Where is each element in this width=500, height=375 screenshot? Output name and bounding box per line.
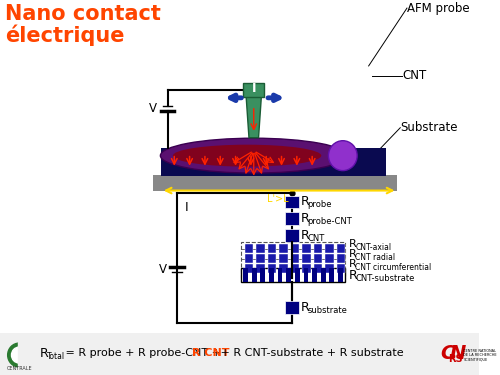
Bar (286, 301, 299, 314)
Bar (304, 268, 308, 282)
Bar (243, 268, 248, 282)
Bar (244, 264, 254, 273)
Bar (325, 254, 334, 263)
Bar (153, 175, 398, 190)
Bar (256, 254, 265, 263)
Bar (336, 254, 345, 263)
Bar (242, 268, 344, 282)
Text: CENTRALE: CENTRALE (6, 366, 32, 370)
Bar (18, 342, 32, 368)
Ellipse shape (328, 141, 357, 171)
Text: AFM probe: AFM probe (407, 2, 470, 15)
Bar (312, 268, 317, 282)
Bar (279, 264, 287, 273)
Text: R: R (348, 239, 356, 249)
Text: SCIENTIFIQUE: SCIENTIFIQUE (464, 357, 487, 361)
Bar (252, 268, 256, 282)
Bar (286, 268, 291, 282)
Text: CNT circumferential: CNT circumferential (356, 263, 432, 272)
Text: R: R (300, 195, 310, 208)
Bar (244, 244, 254, 254)
Text: électrique: électrique (5, 24, 124, 45)
Text: CNT: CNT (308, 234, 324, 243)
Text: RS: RS (448, 354, 463, 364)
Text: L'>L: L'>L (267, 194, 288, 204)
Bar (279, 254, 287, 263)
Text: = R probe + R probe-CNT +: = R probe + R probe-CNT + (62, 348, 224, 358)
Bar (278, 268, 282, 282)
Bar (321, 268, 326, 282)
Bar (286, 230, 299, 242)
Text: R: R (348, 260, 356, 269)
Bar (314, 254, 322, 263)
Bar (242, 242, 344, 278)
Bar (244, 254, 254, 263)
Bar (256, 244, 265, 254)
Text: V: V (158, 263, 166, 276)
Bar (302, 254, 310, 263)
Circle shape (8, 343, 30, 367)
Ellipse shape (173, 145, 322, 166)
Text: I: I (185, 201, 188, 214)
Bar (302, 264, 310, 273)
Bar (256, 264, 265, 273)
Bar (330, 268, 334, 282)
Bar (290, 264, 299, 273)
Text: R: R (300, 212, 310, 225)
Text: CNT-axial: CNT-axial (356, 243, 392, 252)
Text: CNT-substrate: CNT-substrate (356, 274, 414, 283)
Text: + R CNT-substrate + R substrate: + R CNT-substrate + R substrate (218, 348, 404, 358)
Bar (290, 254, 299, 263)
Bar (269, 268, 274, 282)
Bar (243, 83, 264, 97)
Text: probe-CNT: probe-CNT (308, 217, 352, 226)
Text: Nano contact: Nano contact (5, 4, 160, 24)
Bar (279, 244, 287, 254)
Bar (268, 244, 276, 254)
Bar (161, 148, 386, 176)
Bar (325, 244, 334, 254)
Bar (314, 264, 322, 273)
Bar (0, 333, 479, 375)
Bar (286, 195, 299, 208)
Text: R: R (348, 269, 358, 282)
Bar (338, 268, 343, 282)
Text: CNT radial: CNT radial (356, 253, 396, 262)
Bar (336, 264, 345, 273)
Text: probe: probe (308, 200, 332, 209)
Text: C: C (440, 344, 454, 363)
Bar (268, 254, 276, 263)
Bar (314, 244, 322, 254)
Text: V: V (149, 102, 157, 115)
Text: R CNT: R CNT (192, 348, 229, 358)
Text: Substrate: Substrate (400, 121, 458, 134)
Text: R: R (348, 249, 356, 259)
Polygon shape (246, 96, 262, 138)
Bar (286, 213, 299, 225)
Text: DE LA RECHERCHE: DE LA RECHERCHE (464, 353, 497, 357)
Text: R: R (300, 301, 310, 314)
Bar (260, 268, 265, 282)
Text: N: N (450, 344, 466, 363)
Text: R: R (300, 229, 310, 242)
Text: R: R (40, 346, 49, 360)
Bar (302, 244, 310, 254)
Bar (295, 268, 300, 282)
Circle shape (12, 347, 27, 363)
Text: substrate: substrate (308, 306, 347, 315)
Bar (336, 244, 345, 254)
Text: CNT: CNT (402, 69, 426, 82)
Bar (290, 244, 299, 254)
Bar (325, 264, 334, 273)
Text: CENTRE NATIONAL: CENTRE NATIONAL (464, 349, 496, 353)
Ellipse shape (160, 138, 347, 173)
Text: I: I (252, 82, 256, 95)
Text: Total: Total (47, 351, 65, 360)
Bar (268, 264, 276, 273)
